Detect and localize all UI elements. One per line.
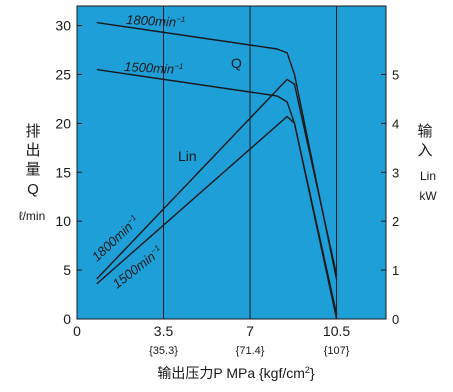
x-tick-sublabel: {35.3} — [149, 345, 178, 357]
x-tick-label: 10.5 — [323, 323, 350, 339]
left-axis-label-3: 量 — [25, 161, 40, 178]
y-left-tick-label: 5 — [63, 262, 71, 278]
annotation-q-1500: 1500min−1 — [124, 59, 184, 77]
right-axis-label-1: 输 — [417, 123, 432, 140]
y-right-tick-label: 2 — [392, 214, 399, 229]
right-axis-label-2: 入 — [417, 142, 432, 159]
series-line-3 — [96, 78, 338, 280]
annotation-q-1800: 1800min−1 — [126, 12, 186, 30]
x-tick-label: 0 — [73, 323, 81, 339]
left-axis-label-4: Q — [27, 181, 39, 198]
x-tick-sublabel: {71.4} — [236, 345, 265, 357]
right-axis-unit-2: kW — [419, 189, 437, 203]
y-left-tick-label: 0 — [63, 311, 71, 327]
y-right-tick-label: 0 — [392, 312, 399, 327]
x-tick-label: 7 — [246, 323, 254, 339]
x-axis-label: 输出压力P MPa {kgf/cm2} — [157, 365, 315, 381]
y-left-tick-label: 10 — [55, 213, 71, 229]
series-lines — [96, 21, 338, 320]
y-right-tick-label: 1 — [392, 263, 399, 278]
series-line-4 — [96, 115, 338, 320]
annotation-lin: Lin — [178, 148, 197, 164]
grid-lines — [163, 6, 338, 319]
y-right-tick-label: 3 — [392, 165, 399, 180]
y-left-tick-label: 20 — [55, 115, 71, 131]
y-left-tick-label: 25 — [55, 66, 71, 82]
left-axis-label-1: 排 — [25, 123, 40, 140]
tick-labels: 0 5 10 15 20 25 30 0 1 2 3 4 5 0 3.5 {35.3} 7 {71.4} 10.5 {… — [55, 18, 399, 357]
y-right-tick-label: 5 — [392, 67, 399, 82]
right-axis-unit-1: Lin — [420, 169, 436, 183]
annotation-q: Q — [231, 55, 242, 71]
x-tick-sublabel: {107} — [324, 345, 350, 357]
y-left-tick-label: 15 — [55, 164, 71, 180]
left-axis-unit: ℓ/min — [19, 209, 46, 223]
series-line-1 — [96, 21, 338, 281]
y-left-tick-label: 30 — [55, 18, 71, 34]
x-tick-label: 3.5 — [154, 323, 174, 339]
left-axis-label-2: 出 — [25, 142, 40, 159]
y-right-tick-label: 4 — [392, 116, 399, 131]
